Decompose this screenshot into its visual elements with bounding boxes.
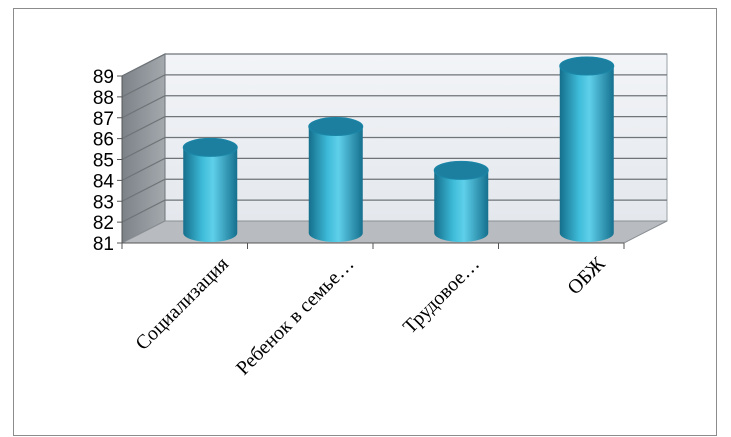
y-tick-label: 84	[93, 171, 115, 192]
y-tick-label: 88	[93, 88, 114, 109]
bar	[182, 137, 238, 242]
gridline	[121, 116, 667, 140]
bar-body	[559, 66, 614, 242]
bar-top	[308, 117, 364, 137]
y-tick-label: 81	[93, 234, 114, 255]
bar	[308, 117, 364, 242]
bar-body	[434, 170, 489, 242]
y-tick-label: 86	[93, 130, 114, 151]
bar-body	[183, 147, 238, 242]
gridline	[121, 136, 667, 161]
gridline	[121, 95, 667, 119]
gridline	[121, 74, 667, 98]
y-tick-label: 85	[93, 151, 114, 172]
gridline	[121, 53, 667, 77]
bar	[559, 56, 615, 242]
gridline	[121, 157, 667, 181]
bar-top	[433, 160, 489, 180]
bar-top	[559, 56, 615, 76]
y-tick-label: 89	[93, 67, 114, 88]
y-tick-label: 87	[93, 109, 114, 130]
bar-body	[308, 126, 363, 242]
bar	[433, 160, 489, 242]
y-tick-label: 83	[93, 192, 114, 213]
y-tick-label: 82	[93, 213, 114, 234]
gridline	[121, 199, 667, 223]
bar-top	[182, 137, 238, 157]
gridline	[121, 178, 667, 202]
